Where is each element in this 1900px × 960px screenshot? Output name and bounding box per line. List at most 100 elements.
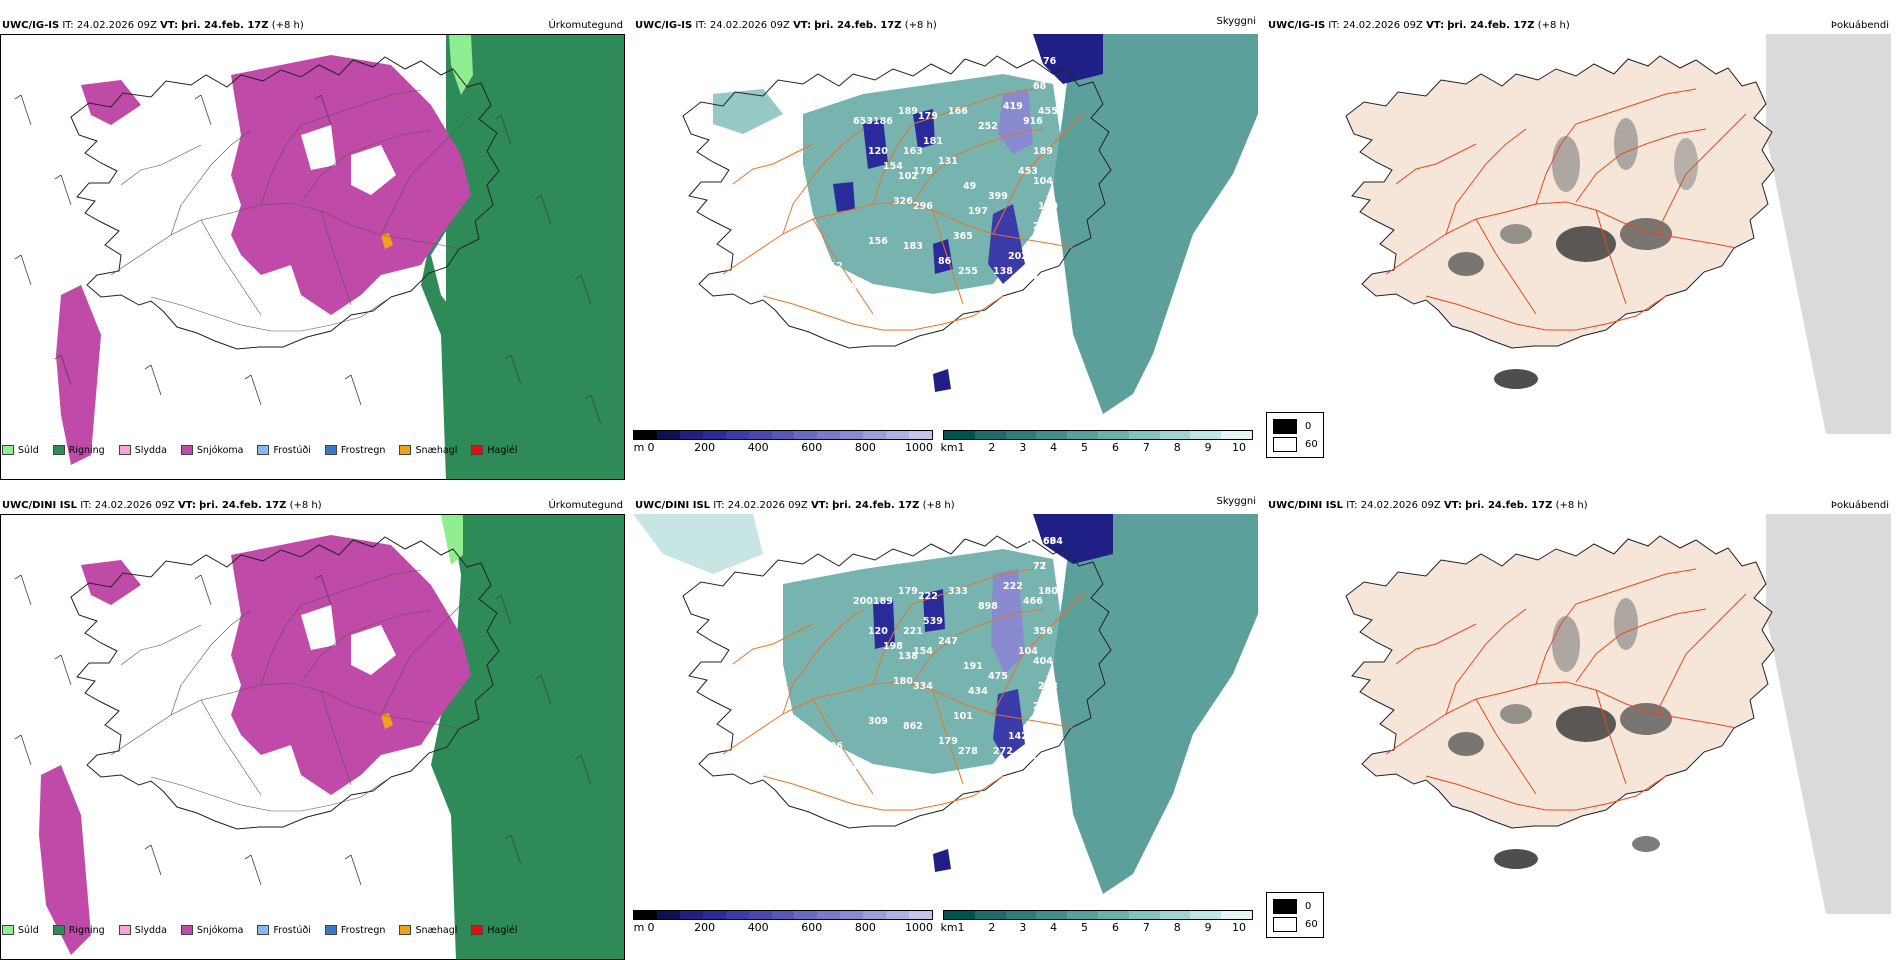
colorbar-tick: 5	[1081, 921, 1089, 934]
colorbar-segment	[863, 431, 887, 439]
legend-swatch	[52, 925, 65, 935]
legend-swatch	[471, 925, 484, 935]
precip-map[interactable]	[0, 34, 625, 480]
fog-map[interactable]	[1266, 514, 1891, 914]
cloud-base-label: 154	[913, 646, 933, 657]
cloud-base-label: 120	[868, 626, 888, 637]
cloud-base-label: 419	[1003, 101, 1023, 112]
legend-swatch	[324, 925, 337, 935]
panel-header: UWC/IG-IS IT: 24.02.2026 09Z VT: þri. 24…	[1268, 20, 1570, 31]
cloud-base-label: 181	[923, 136, 943, 147]
cloud-base-label: 252	[1033, 701, 1053, 712]
colorbar-segment	[1159, 431, 1191, 439]
cloud-base-label: 179	[938, 736, 958, 747]
colorbar-strip	[943, 430, 1253, 440]
colorbar-segment	[944, 911, 975, 919]
colorbar-segment	[794, 911, 818, 919]
cloud-base-label: 170	[1038, 201, 1058, 212]
cloud-base-label: 653	[853, 116, 873, 127]
cloud-base-label: 292	[1018, 751, 1038, 762]
cloud-base-label: 68	[1033, 81, 1047, 92]
cloud-base-label: 120	[868, 146, 888, 157]
legend-item: 0	[1273, 899, 1311, 914]
cloud-base-label: 222	[918, 591, 938, 602]
legend-swatch	[257, 925, 270, 935]
colorbar-tick: 600	[801, 441, 823, 454]
colorbar-segment	[817, 431, 841, 439]
colorbar-segment	[725, 911, 749, 919]
cloud-base-label: 131	[938, 156, 958, 167]
cloud-base-label: 166	[948, 106, 968, 117]
colorbar-segment	[748, 431, 772, 439]
cloud-base-label: 189	[873, 596, 893, 607]
colorbar-unit: km	[940, 921, 958, 934]
colorbar-tick: 10	[1232, 921, 1246, 934]
product-name: Þokuábendi	[1830, 20, 1889, 31]
visibility-map[interactable]: 76 68 72 222 466 180 200 189 179 222 333 898 120 198 2…	[633, 514, 1258, 914]
legend-swatch	[52, 445, 65, 455]
colorbar-segment	[1067, 431, 1098, 439]
colorbar-segment	[974, 911, 1006, 919]
cloud-base-label: 455	[1038, 106, 1058, 117]
colorbar-strip	[633, 430, 933, 440]
cloud-base-label: 434	[968, 686, 988, 697]
legend-swatch	[1273, 437, 1297, 452]
cloud-base-label: 255	[958, 266, 978, 277]
cloud-base-label: 731	[1233, 306, 1253, 317]
legend-swatch	[2, 445, 14, 455]
cloud-base-label: 222	[1003, 581, 1023, 592]
cloud-base-label: 77	[1033, 561, 1046, 572]
fog-panel-row1: UWC/IG-IS IT: 24.02.2026 09Z VT: þri. 24…	[1266, 16, 1891, 458]
panel-header: UWC/DINI ISL IT: 24.02.2026 09Z VT: þri.…	[1268, 500, 1588, 511]
cloud-base-label: 466	[1023, 596, 1043, 607]
cloud-base-label: 333	[948, 586, 968, 597]
colorbar-tick: 7	[1142, 441, 1150, 454]
colorbar-segment	[725, 431, 749, 439]
legend-swatch	[1273, 899, 1297, 914]
legend-swatch	[399, 445, 412, 455]
colorbar-strip	[943, 910, 1253, 920]
cloud-base-label: 356	[1033, 626, 1053, 637]
legend-item: 60	[1273, 917, 1318, 932]
precip-legend: Súld Rigning Slydda Snjókoma Frostúði Fr…	[2, 922, 518, 938]
fog-map[interactable]	[1266, 34, 1891, 434]
cloud-base-label: 326	[893, 196, 913, 207]
cloud-base-label: 142	[1008, 731, 1028, 742]
cloud-base-label: 104	[1033, 176, 1053, 187]
colorbar-segment	[1005, 911, 1037, 919]
colorbar-tick: 600	[801, 921, 823, 934]
legend-item: Frostregn	[324, 445, 385, 456]
colorbar-tick: 5	[1081, 441, 1089, 454]
cloud-base-label: 189	[898, 106, 918, 117]
product-name: Úrkomutegund	[548, 20, 623, 31]
legend-item: Slydda	[118, 445, 167, 456]
cloudbase-colorbar: m 0 200 400 600 800 1000	[633, 430, 933, 454]
colorbar-segment	[886, 431, 910, 439]
colorbar-tick: 7	[1142, 921, 1150, 934]
fog-panel-row2: UWC/DINI ISL IT: 24.02.2026 09Z VT: þri.…	[1266, 496, 1891, 938]
cloud-base-label: 898	[978, 601, 998, 612]
colorbar-segment	[702, 911, 726, 919]
cloud-base-label: 247	[938, 636, 958, 647]
visibility-map[interactable]: 69 76 68 419 916 455 653 186 189 179 166 252 120 154 1…	[633, 34, 1258, 434]
cloud-base-label: 216	[1028, 736, 1048, 747]
colorbar-tick: 800	[854, 441, 876, 454]
colorbar-segment	[656, 431, 680, 439]
colorbar-segment	[1036, 431, 1068, 439]
cloud-base-label: 272	[993, 746, 1013, 757]
precip-panel-row2: UWC/DINI ISL IT: 24.02.2026 09Z VT: þri.…	[0, 496, 625, 960]
legend-swatch	[471, 445, 484, 455]
colorbar-segment	[1221, 431, 1252, 439]
legend-item: Frostúði	[257, 925, 311, 936]
cloud-base-label: 179	[898, 586, 918, 597]
cloud-base-label: 183	[903, 241, 923, 252]
precip-map[interactable]	[0, 514, 625, 960]
colorbar-tick: 2	[988, 441, 996, 454]
cloud-base-label: 862	[903, 721, 923, 732]
legend-swatch	[118, 445, 131, 455]
legend-item: Slydda	[118, 925, 167, 936]
colorbar-tick: 800	[854, 921, 876, 934]
cloud-base-label: 635	[1013, 536, 1033, 547]
colorbar-ticks: m 0 200 400 600 800 1000	[633, 920, 933, 934]
visibility-colorbar: km 1 2 3 4 5 6 7 8 9 10	[940, 430, 1253, 454]
